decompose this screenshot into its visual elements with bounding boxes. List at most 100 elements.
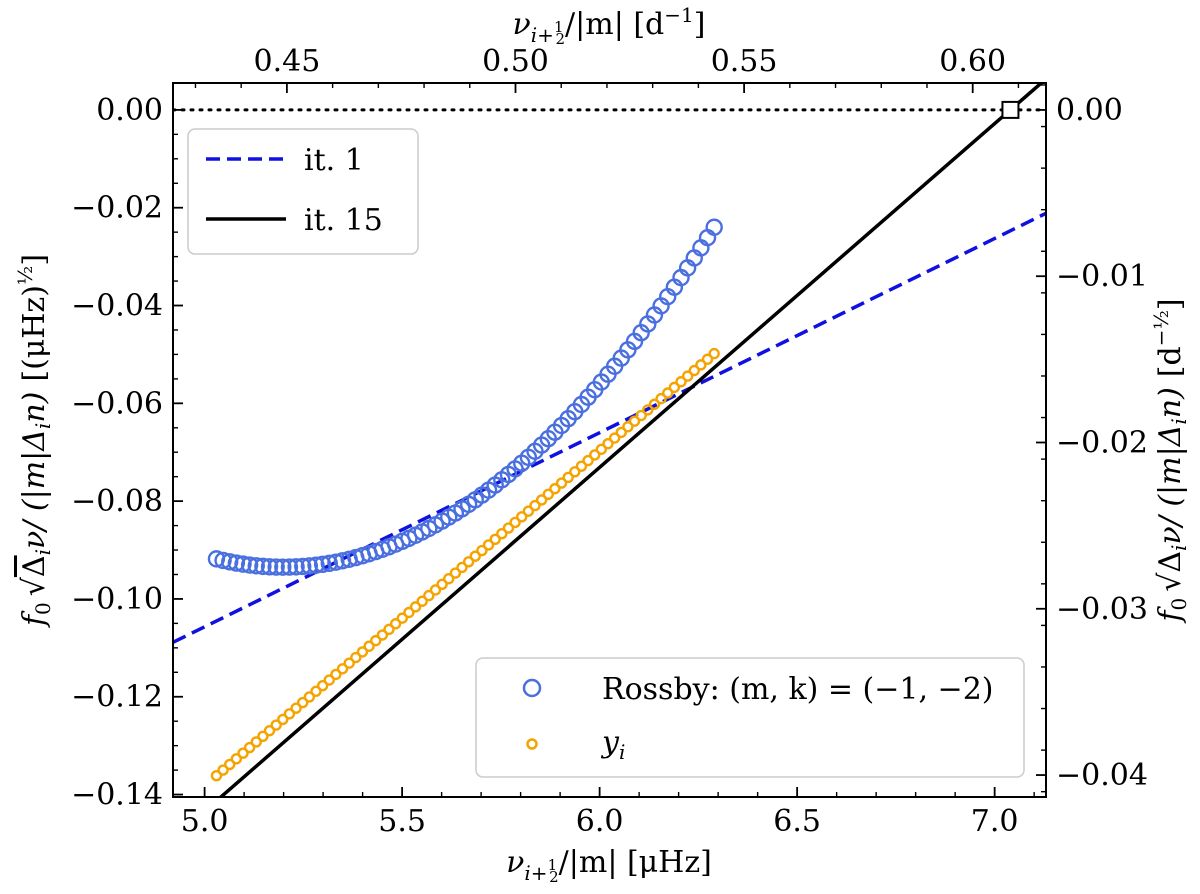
yi-point-75: [708, 347, 720, 360]
yi-point-65: [642, 404, 654, 416]
legend-label-yi: yi: [600, 725, 625, 764]
yi-point-21: [350, 651, 362, 664]
series-line-0: [173, 211, 1046, 644]
yi-point-19: [336, 663, 349, 675]
yi-point-39: [469, 550, 481, 562]
yi-point-55: [575, 460, 588, 472]
legend-lines-box: [187, 128, 419, 255]
x-tick-label-1: 5.5: [378, 804, 426, 839]
yi-point-44: [502, 522, 515, 534]
yi-point-71: [681, 370, 694, 382]
rossby-point-11: [280, 558, 299, 576]
x-top-tick-label-2: 0.55: [711, 44, 778, 79]
yi-point-60: [608, 432, 621, 444]
x-tick-label-0: 5.0: [181, 804, 229, 839]
legend-label-it15: it. 15: [304, 203, 383, 238]
yi-point-46: [516, 511, 528, 523]
rossby-point-4: [234, 555, 252, 573]
yi-point-41: [482, 539, 495, 551]
y-tick-label-0: 0.00: [96, 93, 163, 128]
yi-point-63: [628, 415, 641, 427]
yi-point-40: [476, 544, 488, 557]
legend-swatch-rossby: [522, 678, 542, 698]
yi-point-57: [589, 449, 601, 461]
rossby-point-6: [247, 557, 265, 575]
legend-label-it1: it. 1: [304, 143, 364, 178]
yi-point-35: [443, 573, 455, 585]
plot-frame: [172, 82, 1047, 798]
yi-point-64: [635, 409, 647, 422]
yi-point-73: [695, 359, 707, 371]
y-axis-label: f0√Δiν/ (|m|Δin)[(μHz)½]: [13, 254, 55, 628]
yi-point-69: [668, 381, 681, 394]
yi-point-23: [363, 640, 375, 652]
yi-point-38: [462, 556, 475, 568]
rossby-point-8: [260, 558, 279, 576]
yi-point-72: [688, 364, 700, 377]
yi-point-30: [409, 601, 422, 613]
rossby-point-14: [300, 557, 319, 575]
yi-point-9: [270, 719, 282, 731]
yi-point-43: [496, 528, 508, 540]
yi-point-13: [297, 696, 309, 709]
yi-point-54: [569, 466, 581, 478]
yi-point-20: [343, 657, 355, 669]
rossby-point-12: [287, 558, 305, 576]
yi-point-26: [383, 623, 395, 636]
rossby-point-13: [294, 557, 312, 576]
y-tick-label-7: −0.14: [71, 778, 163, 813]
yi-point-51: [549, 482, 561, 495]
yi-point-2: [224, 758, 236, 771]
yi-point-5: [243, 741, 256, 754]
yi-point-53: [562, 471, 574, 484]
rossby-point-16: [313, 555, 332, 574]
yi-point-34: [436, 578, 448, 591]
yi-point-25: [376, 629, 389, 641]
rossby-point-5: [240, 556, 259, 574]
yi-point-67: [655, 392, 667, 405]
y-right-tick-label-4: −0.04: [1056, 758, 1148, 793]
yi-point-27: [389, 618, 402, 630]
yi-point-1: [217, 764, 229, 776]
yi-point-74: [701, 353, 714, 365]
legend-label-rossby: Rossby: (m, k) = (−1, −2): [602, 672, 993, 707]
yi-point-10: [277, 713, 289, 726]
yi-point-48: [529, 499, 541, 512]
yi-point-59: [602, 437, 614, 450]
yi-point-4: [237, 747, 249, 759]
yi-point-12: [290, 702, 302, 714]
yi-point-45: [509, 516, 521, 529]
rossby-point-9: [267, 558, 285, 576]
y-tick-label-1: −0.02: [71, 191, 163, 226]
y-right-tick-label-2: −0.02: [1056, 425, 1148, 460]
rossby-point-10: [274, 558, 292, 576]
yi-point-68: [662, 387, 674, 399]
yi-point-52: [555, 477, 568, 489]
y-tick-label-5: −0.10: [71, 582, 163, 617]
rossby-point-2: [221, 553, 239, 571]
yi-point-6: [250, 736, 262, 748]
yi-point-31: [416, 595, 428, 607]
y-right-tick-label-3: −0.03: [1056, 592, 1148, 627]
yi-point-24: [370, 634, 382, 647]
yi-point-37: [456, 561, 468, 574]
yi-point-49: [535, 494, 548, 506]
yi-point-47: [522, 505, 535, 517]
x-top-tick-label-3: 0.60: [939, 44, 1006, 79]
legend-swatch-yi: [526, 738, 538, 750]
legend-markers: Rossby: (m, k) = (−1, −2) yi: [475, 657, 1025, 778]
yi-point-66: [648, 398, 661, 410]
yi-point-22: [356, 646, 369, 658]
yi-point-7: [257, 730, 269, 743]
x-top-tick-label-1: 0.50: [482, 44, 549, 79]
yi-point-15: [310, 685, 322, 697]
x-tick-label-4: 7.0: [971, 804, 1019, 839]
square-marker: [1001, 100, 1020, 119]
y-tick-label-2: −0.04: [71, 289, 163, 324]
plot-area: [173, 83, 1046, 797]
yi-point-58: [595, 443, 608, 455]
y-tick-label-3: −0.06: [71, 386, 163, 421]
y-right-tick-label-1: −0.01: [1056, 259, 1148, 294]
yi-point-14: [303, 691, 316, 703]
